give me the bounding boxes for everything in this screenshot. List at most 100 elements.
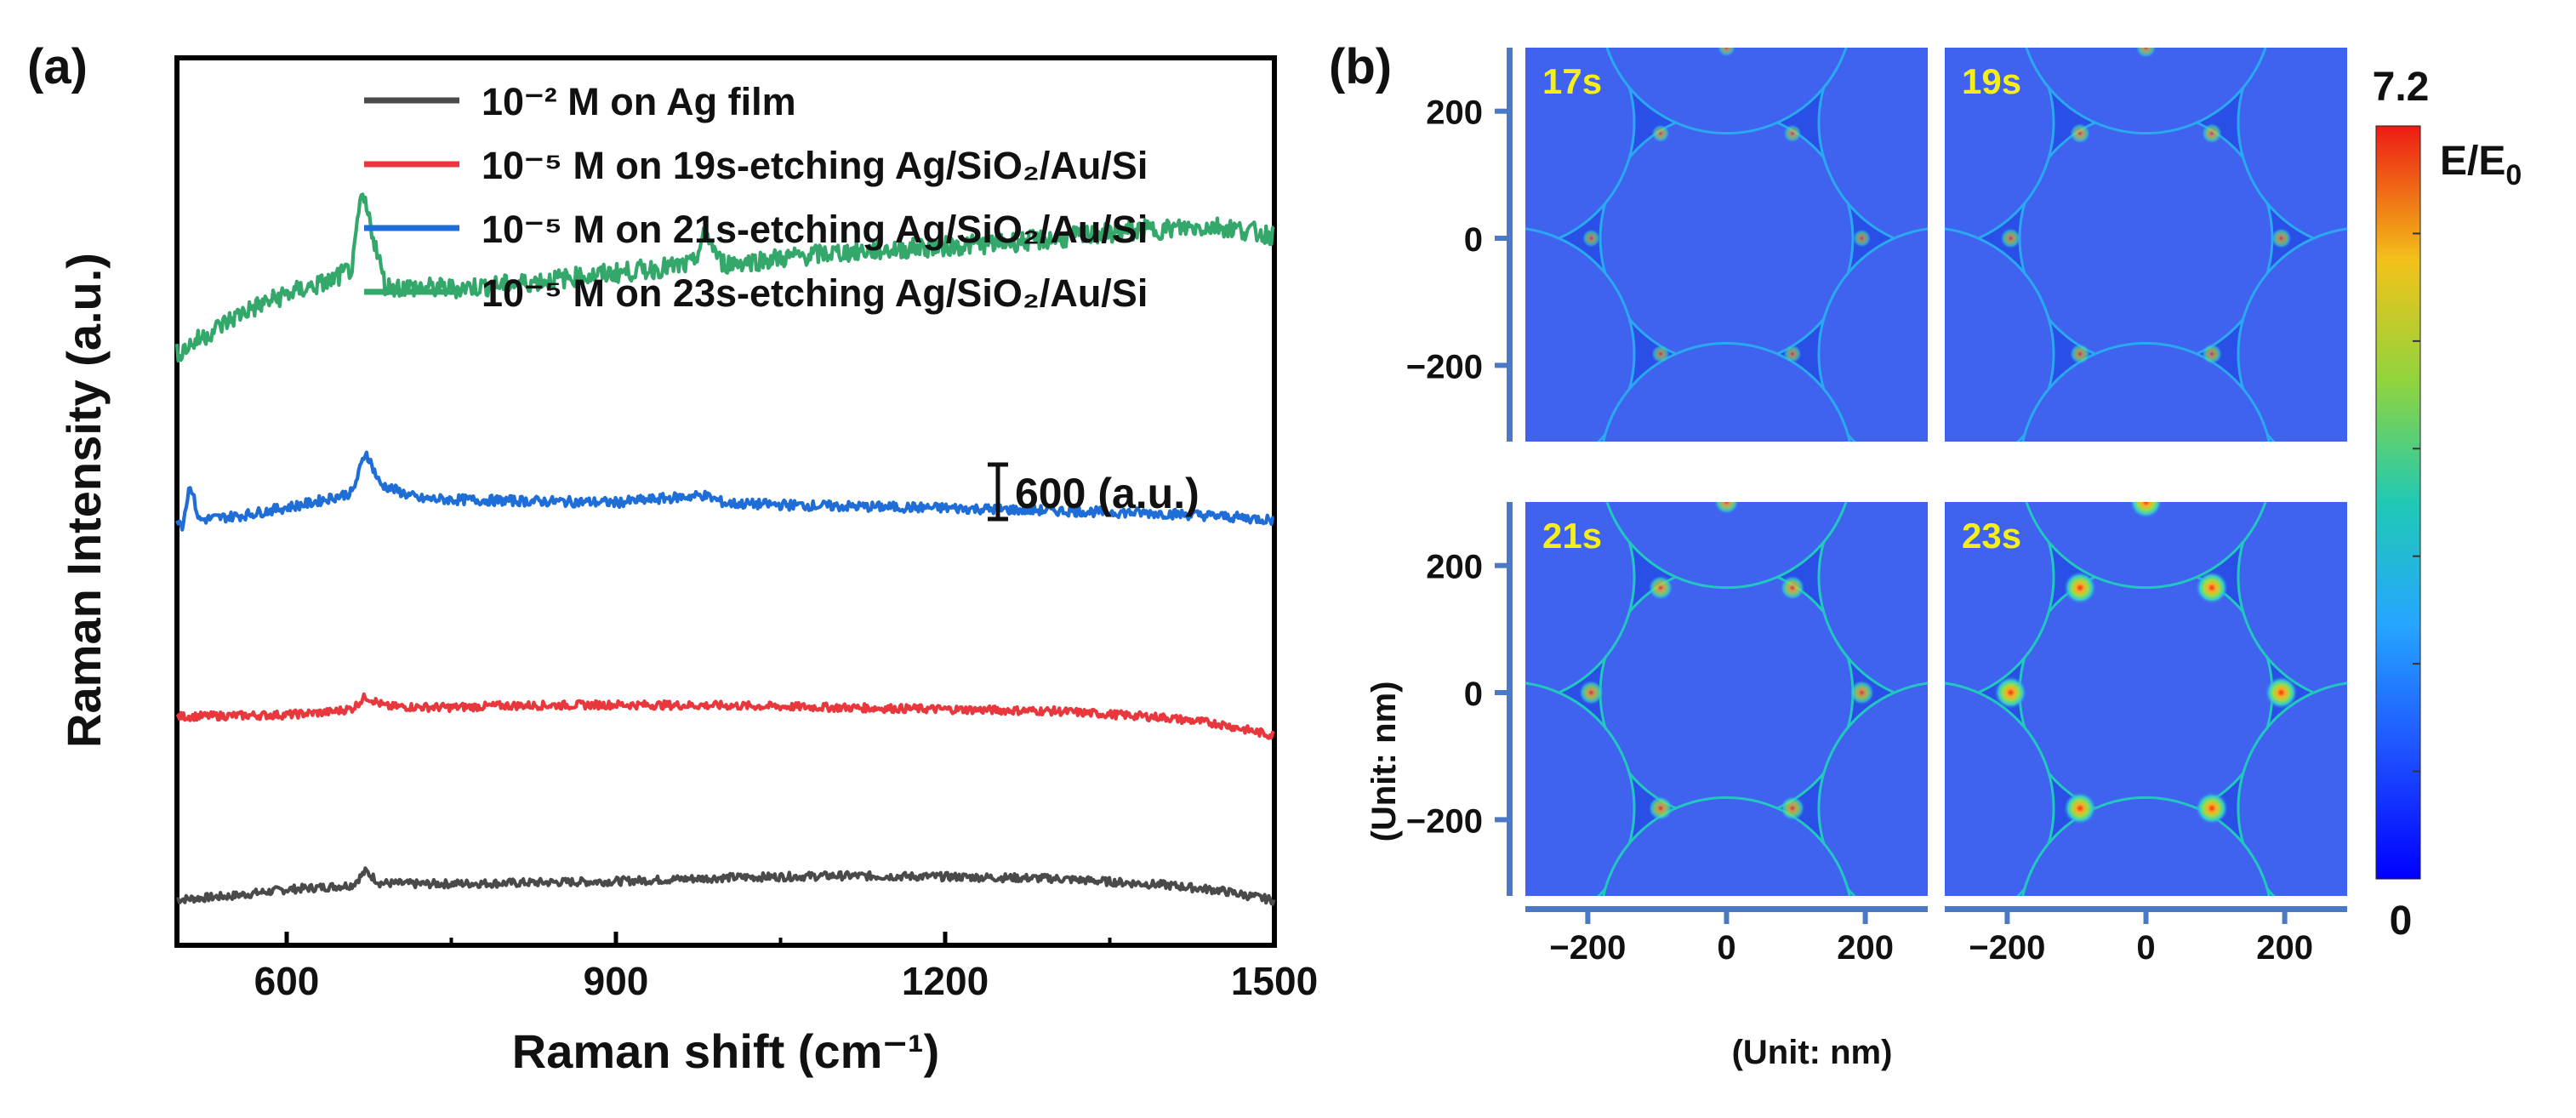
raman-chart: 600 900 1200 1500 Raman shift (cm⁻¹) Raman …	[57, 55, 1318, 1078]
sphere	[2025, 502, 2267, 590]
hotspot	[1717, 48, 1736, 57]
heatmap-grid: 17s 19s 21s 23s	[1525, 48, 2347, 896]
sphere	[1945, 502, 2055, 704]
hotspot	[2135, 48, 2157, 59]
panel-a-label: (a)	[27, 39, 88, 94]
y-unit-label: (Unit: nm)	[1365, 682, 1403, 842]
sphere	[2237, 48, 2347, 249]
sphere	[1599, 111, 1855, 366]
hotspot	[2000, 227, 2021, 249]
sphere	[1605, 502, 1848, 590]
x-tick-label: 0	[1717, 929, 1735, 967]
panel-time-label: 17s	[1542, 61, 1602, 101]
series-line-3	[174, 192, 1275, 363]
hotspot	[1849, 680, 1874, 705]
scale-bar-label: 600 (a.u.)	[1015, 470, 1200, 517]
legend-label-1: 10⁻⁵ M on 19s-etching Ag/SiO₂/Au/Si	[482, 144, 1148, 187]
y-axis-line	[1507, 48, 1513, 442]
panel-time-label: 23s	[1962, 516, 2021, 556]
hotspot	[2064, 792, 2096, 824]
hotspot	[1994, 676, 2027, 709]
x-tick	[1585, 910, 1591, 924]
hotspot	[1780, 575, 1805, 601]
y-tick	[1495, 562, 1508, 568]
x-tick-label: 200	[1837, 929, 1894, 967]
sphere	[2018, 565, 2274, 820]
heatmap-panel-23s: 23s	[1945, 502, 2347, 896]
legend-label-0: 10⁻² M on Ag film	[482, 80, 796, 123]
hotspot	[1651, 124, 1670, 143]
hotspot	[1648, 575, 1673, 601]
sphere	[1602, 341, 1851, 442]
x-tick	[1724, 910, 1730, 924]
y-axis-label: Raman Intensity (a.u.)	[57, 253, 111, 748]
sphere	[1599, 565, 1855, 820]
heatmap-axes: 200 0 −200 200 0 −200 −200 0 200 −200 0 200	[1406, 48, 2347, 967]
y-tick	[1495, 817, 1508, 823]
x-tick-label: 0	[2136, 929, 2155, 967]
scale-bar: 600 (a.u.)	[988, 462, 1200, 522]
hotspot	[2271, 227, 2292, 249]
series-line-1	[175, 692, 1276, 740]
x-tick	[2282, 910, 2288, 924]
sphere	[2021, 341, 2271, 442]
heatmap-panel-21s: 21s	[1525, 502, 1928, 896]
hotspot	[2069, 343, 2091, 364]
sphere	[1817, 227, 1928, 442]
heatmap-panel-17s: 17s	[1525, 48, 1928, 442]
y-tick-label: −200	[1406, 802, 1483, 840]
y-tick	[1495, 690, 1508, 696]
x-tick-label: −200	[1969, 929, 2045, 967]
y-tick-label: 0	[1464, 221, 1483, 259]
sphere	[2237, 227, 2347, 442]
sphere	[1602, 796, 1851, 896]
hotspot	[1648, 796, 1673, 821]
sphere	[2237, 682, 2347, 896]
x-tick	[2143, 910, 2149, 924]
sphere	[2025, 48, 2267, 135]
hotspot	[1783, 345, 1802, 363]
legend-label-3: 10⁻⁵ M on 23s-etching Ag/SiO₂/Au/Si	[482, 271, 1148, 315]
x-tick-label: 1200	[902, 959, 989, 1003]
x-axis-line	[1525, 906, 1928, 912]
heatmap-panel-19s: 19s	[1945, 48, 2347, 442]
y-tick	[1495, 236, 1508, 242]
legend-label-2: 10⁻⁵ M on 21s-etching Ag/SiO₂/Au/Si	[482, 208, 1148, 251]
panel-time-label: 19s	[1962, 61, 2021, 101]
x-tick-label: 900	[584, 959, 649, 1003]
sphere	[1817, 502, 1928, 704]
sphere	[1945, 48, 2055, 249]
hotspot	[1582, 229, 1601, 248]
series-layer	[174, 192, 1276, 906]
x-tick	[2004, 910, 2010, 924]
hotspot	[1651, 345, 1670, 363]
colorbar: 7.2 0 E/E0	[2373, 65, 2522, 944]
sphere	[1525, 502, 1636, 704]
colorbar-ticks	[2413, 232, 2420, 773]
hotspot	[2265, 676, 2298, 709]
x-axis-label: Raman shift (cm⁻¹)	[512, 1024, 940, 1078]
hotspot	[1780, 796, 1805, 821]
y-tick	[1495, 108, 1508, 114]
colorbar-min-label: 0	[2390, 898, 2413, 944]
x-axis-line	[1945, 906, 2347, 912]
x-tick-label: −200	[1549, 929, 1626, 967]
sphere	[1525, 227, 1636, 442]
sphere	[2018, 111, 2274, 366]
hotspot	[1579, 680, 1604, 705]
y-tick-label: 200	[1426, 549, 1483, 586]
hotspot	[2201, 343, 2223, 364]
panel-b-label: (b)	[1329, 39, 1392, 94]
hotspot	[2196, 792, 2228, 824]
x-tick	[1862, 910, 1868, 924]
y-tick	[1495, 362, 1508, 368]
sphere	[2237, 502, 2347, 704]
hotspot	[2196, 571, 2228, 604]
x-tick-label: 1500	[1231, 959, 1318, 1003]
hotspot	[1852, 229, 1872, 248]
sphere	[1525, 48, 1636, 249]
hotspot	[2201, 123, 2223, 144]
series-line-0	[176, 866, 1276, 906]
sphere	[1605, 48, 1848, 135]
